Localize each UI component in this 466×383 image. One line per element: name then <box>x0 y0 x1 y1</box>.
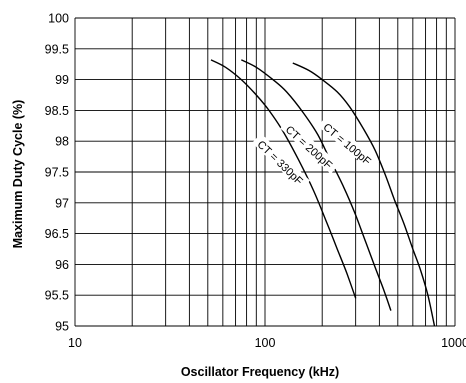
grid <box>74 17 456 327</box>
curve-2 <box>240 59 392 311</box>
y-tick-label: 100 <box>48 12 69 26</box>
y-tick-label: 95.5 <box>45 289 69 303</box>
y-tick-label: 96 <box>55 258 69 272</box>
curve-label-backing <box>317 116 379 170</box>
x-tick-label: 1000 <box>441 336 466 350</box>
curve-label-backing <box>252 133 311 191</box>
y-tick-label: 98 <box>55 135 69 149</box>
curve-3 <box>210 59 357 299</box>
curves <box>210 59 436 327</box>
y-axis-title: Maximum Duty Cycle (%) <box>11 100 25 249</box>
x-tick-label: 100 <box>255 336 276 350</box>
y-tick-label: 98.5 <box>45 104 69 118</box>
y-tick-label: 99.5 <box>45 42 69 56</box>
tick-labels: 95 95.5 96 96.5 97 97.5 98 98.5 99 99.5 100 10 100 10… <box>45 12 466 351</box>
curve-label: CT = 330pF <box>255 139 305 188</box>
y-tick-label: 96.5 <box>45 227 69 241</box>
y-tick-label: 97.5 <box>45 166 69 180</box>
y-tick-label: 95 <box>55 320 69 334</box>
curve-1 <box>292 62 436 327</box>
y-tick-label: 99 <box>55 73 69 87</box>
x-tick-label: 10 <box>68 336 82 350</box>
curve-label-backing <box>280 118 340 174</box>
y-tick-label: 97 <box>55 196 69 210</box>
x-axis-title: Oscillator Frequency (kHz) <box>181 365 339 379</box>
